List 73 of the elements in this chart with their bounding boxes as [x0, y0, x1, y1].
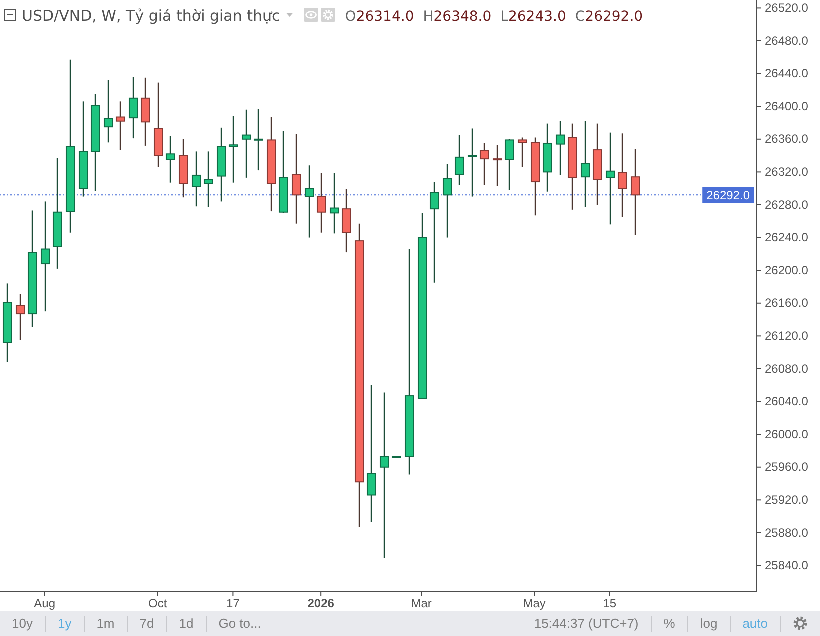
- candlestick: [366, 384, 376, 523]
- candlestick: [480, 142, 490, 186]
- y-tick-label: 26280.0: [765, 198, 809, 212]
- y-tick-label: 25920.0: [765, 493, 809, 508]
- candlestick: [16, 294, 26, 341]
- text: 15:44:37 (UTC+7): [533, 616, 640, 632]
- text: 1y: [56, 616, 73, 632]
- y-tick-label: 25880.0: [765, 526, 809, 540]
- candlestick: [518, 137, 528, 168]
- candlestick: [618, 133, 628, 218]
- x-tick-label: Mar: [411, 596, 432, 611]
- x-tick-label: May: [523, 596, 546, 611]
- y-tick-label: 26040.0: [765, 394, 809, 409]
- annotation: H26348.0: [423, 9, 492, 25]
- y-tick-label: 26160.0: [765, 296, 809, 310]
- candlestick: [204, 151, 214, 208]
- y-tick-label: 26320.0: [765, 165, 809, 180]
- candlestick: [192, 151, 202, 208]
- y-tick-label: 26360.0: [765, 132, 809, 146]
- candlestick: [116, 101, 126, 151]
- y-tick-label: 26240.0: [765, 230, 809, 245]
- annotation: L26243.0: [500, 9, 566, 25]
- text: log: [699, 616, 719, 632]
- candlestick: [454, 134, 464, 186]
- x-tick-label: Aug: [34, 596, 56, 611]
- y-tick-label: 26480.0: [765, 34, 809, 48]
- candlestick: [104, 80, 114, 144]
- candlestick: [630, 148, 640, 236]
- candlestick: [556, 120, 566, 176]
- candlestick: [254, 108, 264, 172]
- candlestick: [140, 77, 150, 147]
- candlestick: [430, 181, 440, 284]
- ref-line-label: 26292.0: [706, 188, 750, 202]
- y-tick-label: 25840.0: [765, 558, 809, 573]
- text: USD/VND, W, Tỷ giá thời gian thực: [22, 7, 280, 25]
- y-tick-label: 26120.0: [765, 329, 809, 344]
- y-tick-label: 25960.0: [765, 460, 809, 474]
- y-tick-label: 26200.0: [765, 263, 809, 278]
- text: 7d: [138, 616, 156, 632]
- candlestick: [342, 188, 352, 254]
- x-tick-label: 2026: [308, 596, 335, 611]
- y-tick-label: 26440.0: [765, 66, 809, 81]
- candlestick: [380, 392, 390, 559]
- candlestick: [504, 138, 514, 191]
- candlestick: [166, 136, 176, 184]
- candlestick: [316, 172, 326, 234]
- y-tick-label: 26080.0: [765, 362, 809, 376]
- candlestick: [292, 134, 302, 224]
- candlestick: [242, 109, 252, 179]
- text: %: [662, 616, 676, 632]
- candlestick: [442, 163, 452, 238]
- candlestick: [330, 172, 340, 234]
- y-tick-label: 26520.0: [765, 1, 809, 16]
- candlestick: [580, 120, 590, 208]
- y-tick-label: 26000.0: [765, 427, 809, 442]
- text: Go to...: [218, 616, 262, 632]
- y-tick-label: 26400.0: [765, 99, 809, 114]
- candlestick: [492, 144, 502, 187]
- x-tick-label: 15: [603, 596, 617, 611]
- x-tick-label: 17: [226, 596, 240, 611]
- annotation: C26292.0: [575, 9, 644, 25]
- candlestick: [606, 132, 616, 226]
- text: 1d: [178, 616, 195, 632]
- text: 1m: [96, 616, 116, 632]
- candlestick: [304, 165, 314, 238]
- text: 10y: [11, 616, 34, 632]
- candlestick: [468, 128, 478, 198]
- candlestick: [128, 76, 138, 140]
- annotation: O26314.0: [345, 9, 414, 25]
- candlestick: [228, 116, 238, 184]
- text: auto: [742, 616, 769, 632]
- candlestick: [40, 201, 50, 312]
- x-tick-label: Oct: [148, 596, 168, 611]
